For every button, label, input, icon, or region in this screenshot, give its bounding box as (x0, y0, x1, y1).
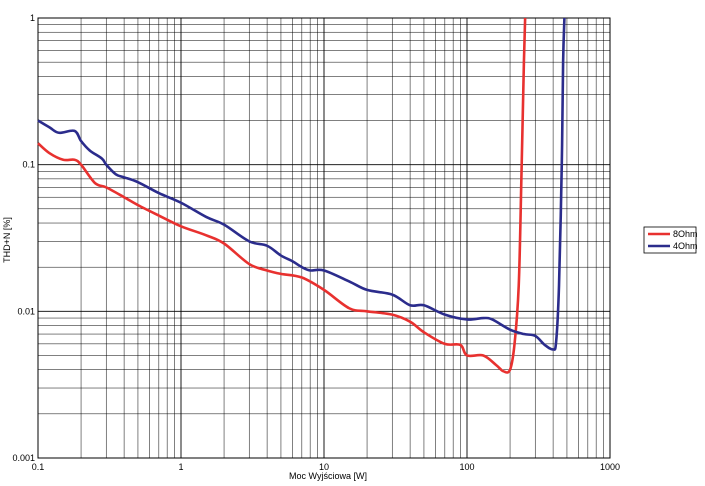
legend-label-4ohm: 4Ohm (673, 241, 698, 251)
x-tick-label: 1 (178, 462, 183, 472)
y-tick-label: 0.001 (12, 453, 35, 463)
x-tick-label: 10 (319, 462, 329, 472)
y-tick-label: 0.1 (22, 160, 35, 170)
x-tick-label: 1000 (600, 462, 620, 472)
series-lines (37, 17, 566, 374)
y-axis-label: THD+N [%] (2, 217, 12, 263)
plot-frame (37, 17, 611, 459)
series-line-8ohm (37, 17, 527, 374)
tick-labels: 0.1 1 10 100 1000 0.001 0.01 0.1 1 (12, 13, 620, 472)
legend: 8Ohm 4Ohm (643, 226, 698, 254)
y-tick-label: 0.01 (17, 306, 35, 316)
y-tick-label: 1 (30, 13, 35, 23)
x-axis-label: Moc Wyjściowa [W] (289, 471, 367, 481)
x-tick-label: 100 (459, 462, 474, 472)
x-tick-label: 0.1 (32, 462, 45, 472)
series-line-4ohm (37, 17, 566, 351)
legend-label-8ohm: 8Ohm (673, 229, 698, 239)
grid (37, 17, 611, 459)
legend-box (643, 226, 697, 254)
